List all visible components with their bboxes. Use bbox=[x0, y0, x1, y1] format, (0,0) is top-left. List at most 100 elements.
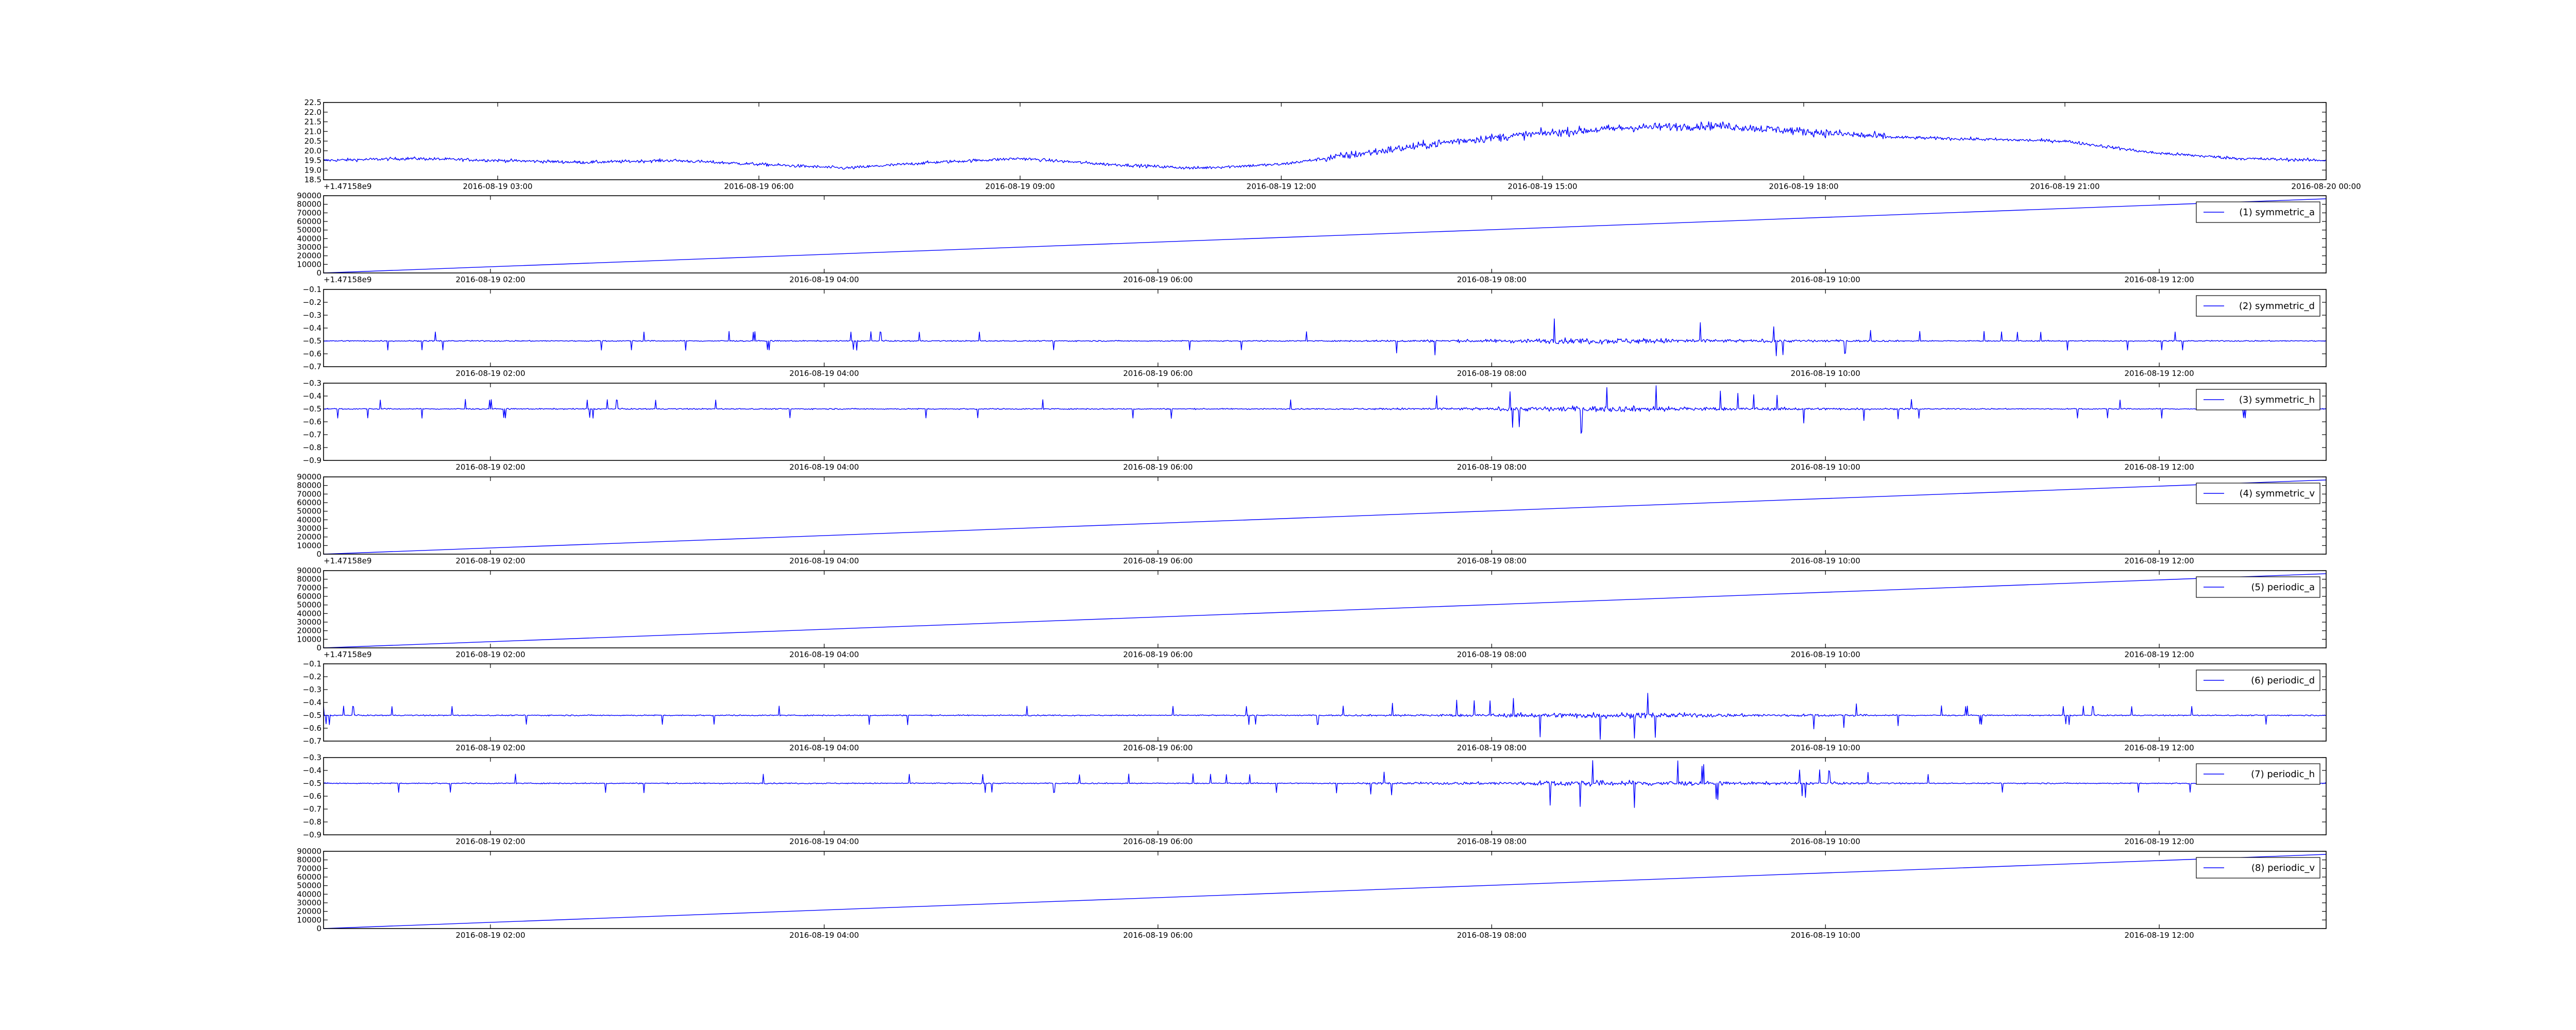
x-tick-label: 2016-08-19 08:00 bbox=[1457, 743, 1527, 752]
x-tick-label: 2016-08-19 08:00 bbox=[1457, 650, 1527, 659]
y-tick-label: −0.2 bbox=[303, 672, 321, 681]
axes-frame bbox=[323, 570, 2327, 648]
subplot-5: 0100002000030000400005000060000700008000… bbox=[297, 472, 2327, 565]
x-tick-label: 2016-08-19 10:00 bbox=[1791, 837, 1860, 846]
series-line-1-1 bbox=[323, 121, 2327, 170]
y-tick-label: −0.5 bbox=[303, 779, 321, 788]
y-tick-label: 20.5 bbox=[304, 136, 321, 146]
x-tick-label: 2016-08-19 02:00 bbox=[455, 650, 525, 659]
subplot-2: 0100002000030000400005000060000700008000… bbox=[297, 191, 2327, 284]
x-tick-label: 2016-08-19 04:00 bbox=[789, 275, 859, 284]
x-tick-label: 2016-08-19 06:00 bbox=[1123, 650, 1193, 659]
x-tick-label: 2016-08-19 02:00 bbox=[455, 556, 525, 565]
y-tick-label: 90000 bbox=[297, 566, 321, 575]
y-tick-label: −0.4 bbox=[303, 391, 321, 401]
y-tick-label: 90000 bbox=[297, 191, 321, 200]
y-tick-label: −0.6 bbox=[303, 792, 321, 801]
y-tick-label: −0.7 bbox=[303, 736, 321, 746]
y-tick-label: 80000 bbox=[297, 855, 321, 865]
y-tick-label: 20000 bbox=[297, 626, 321, 636]
y-tick-label: 21.0 bbox=[304, 127, 321, 136]
x-tick-label: 2016-08-19 06:00 bbox=[1123, 462, 1193, 472]
y-tick-label: 19.0 bbox=[304, 165, 321, 175]
y-tick-label: 50000 bbox=[297, 507, 321, 516]
x-tick-label: 2016-08-19 06:00 bbox=[1123, 369, 1193, 378]
x-tick-label: 2016-08-19 08:00 bbox=[1457, 931, 1527, 940]
y-tick-label: −0.2 bbox=[303, 298, 321, 307]
y-tick-label: 80000 bbox=[297, 575, 321, 584]
y-tick-label: 80000 bbox=[297, 481, 321, 490]
series-line-8-1 bbox=[323, 760, 2327, 808]
axis-offset-label: +1.47158e9 bbox=[324, 650, 371, 659]
x-tick-label: 2016-08-19 02:00 bbox=[455, 275, 525, 284]
axes-frame bbox=[323, 663, 2327, 742]
y-tick-label: −0.7 bbox=[303, 430, 321, 439]
legend-label: (6) periodic_d bbox=[2251, 675, 2315, 686]
y-tick-label: 10000 bbox=[297, 260, 321, 269]
series-line-3-1 bbox=[323, 318, 2327, 356]
subplot-3: −0.7 −0.6 −0.5 −0.4 −0.3 −0.2 −0.1 2016-08-19 0… bbox=[303, 285, 2327, 378]
x-tick-label: 2016-08-19 10:00 bbox=[1791, 650, 1860, 659]
x-tick-label: 2016-08-19 18:00 bbox=[1769, 182, 1838, 191]
y-tick-label: 0 bbox=[316, 643, 321, 653]
y-tick-label: 60000 bbox=[297, 592, 321, 601]
subplot-6: 0100002000030000400005000060000700008000… bbox=[297, 566, 2327, 659]
x-tick-label: 2016-08-19 02:00 bbox=[455, 837, 525, 846]
x-tick-label: 2016-08-19 02:00 bbox=[455, 369, 525, 378]
x-tick-label: 2016-08-19 08:00 bbox=[1457, 275, 1527, 284]
x-tick-label: 2016-08-19 10:00 bbox=[1791, 556, 1860, 565]
x-tick-label: 2016-08-19 06:00 bbox=[1123, 931, 1193, 940]
y-tick-label: 10000 bbox=[297, 915, 321, 924]
legend: (4) symmetric_v bbox=[2196, 483, 2320, 504]
y-tick-label: 60000 bbox=[297, 872, 321, 882]
series-line-6-1 bbox=[323, 573, 2327, 648]
x-tick-label: 2016-08-19 12:00 bbox=[2124, 369, 2194, 378]
subplot-7: −0.7 −0.6 −0.5 −0.4 −0.3 −0.2 −0.1 2016-08-19 0… bbox=[303, 659, 2327, 752]
y-tick-label: 90000 bbox=[297, 472, 321, 482]
y-tick-label: 80000 bbox=[297, 200, 321, 209]
legend-label: (5) periodic_a bbox=[2251, 582, 2315, 593]
y-tick-label: −0.3 bbox=[303, 753, 321, 762]
series-line-4-1 bbox=[324, 385, 2327, 434]
axes-frame bbox=[323, 102, 2327, 180]
legend: (3) symmetric_h bbox=[2196, 389, 2320, 410]
x-tick-label: 2016-08-19 08:00 bbox=[1457, 556, 1527, 565]
y-tick-label: 60000 bbox=[297, 498, 321, 507]
y-tick-label: 40000 bbox=[297, 889, 321, 899]
axis-offset-label: +1.47158e9 bbox=[324, 275, 371, 284]
x-tick-label: 2016-08-19 03:00 bbox=[463, 182, 532, 191]
y-tick-label: −0.4 bbox=[303, 323, 321, 333]
x-tick-label: 2016-08-19 08:00 bbox=[1457, 369, 1527, 378]
x-tick-label: 2016-08-19 06:00 bbox=[1123, 556, 1193, 565]
x-tick-label: 2016-08-19 12:00 bbox=[2124, 275, 2194, 284]
y-tick-label: −0.3 bbox=[303, 311, 321, 320]
y-tick-label: −0.9 bbox=[303, 830, 321, 839]
x-tick-label: 2016-08-19 04:00 bbox=[789, 837, 859, 846]
y-tick-label: 20.0 bbox=[304, 146, 321, 156]
y-tick-label: 40000 bbox=[297, 515, 321, 524]
legend-label: (8) periodic_v bbox=[2251, 863, 2315, 873]
series-line-7-1 bbox=[323, 693, 2327, 740]
y-tick-label: 70000 bbox=[297, 489, 321, 499]
series-line-2-1 bbox=[323, 198, 2327, 273]
x-tick-label: 2016-08-19 12:00 bbox=[1246, 182, 1316, 191]
x-tick-label: 2016-08-19 04:00 bbox=[789, 369, 859, 378]
x-tick-label: 2016-08-19 06:00 bbox=[1123, 837, 1193, 846]
legend: (7) periodic_h bbox=[2196, 763, 2320, 785]
legend: (6) periodic_d bbox=[2196, 670, 2320, 691]
subplot-8: −0.9 −0.8 −0.7 −0.6 −0.5 −0.4 −0.3 2016-08-19 0… bbox=[303, 753, 2327, 846]
x-tick-label: 2016-08-19 15:00 bbox=[1507, 182, 1577, 191]
y-tick-label: −0.5 bbox=[303, 336, 321, 346]
x-tick-label: 2016-08-20 00:00 bbox=[2291, 182, 2361, 191]
legend-label: (4) symmetric_v bbox=[2240, 488, 2315, 499]
y-tick-label: 90000 bbox=[297, 847, 321, 856]
y-tick-label: 50000 bbox=[297, 226, 321, 235]
y-tick-label: −0.8 bbox=[303, 817, 321, 827]
y-tick-label: 40000 bbox=[297, 234, 321, 243]
y-tick-label: 60000 bbox=[297, 217, 321, 226]
x-tick-label: 2016-08-19 12:00 bbox=[2124, 462, 2194, 472]
y-tick-label: 20000 bbox=[297, 251, 321, 261]
axes-frame bbox=[323, 476, 2327, 555]
y-tick-label: 21.5 bbox=[304, 117, 321, 127]
